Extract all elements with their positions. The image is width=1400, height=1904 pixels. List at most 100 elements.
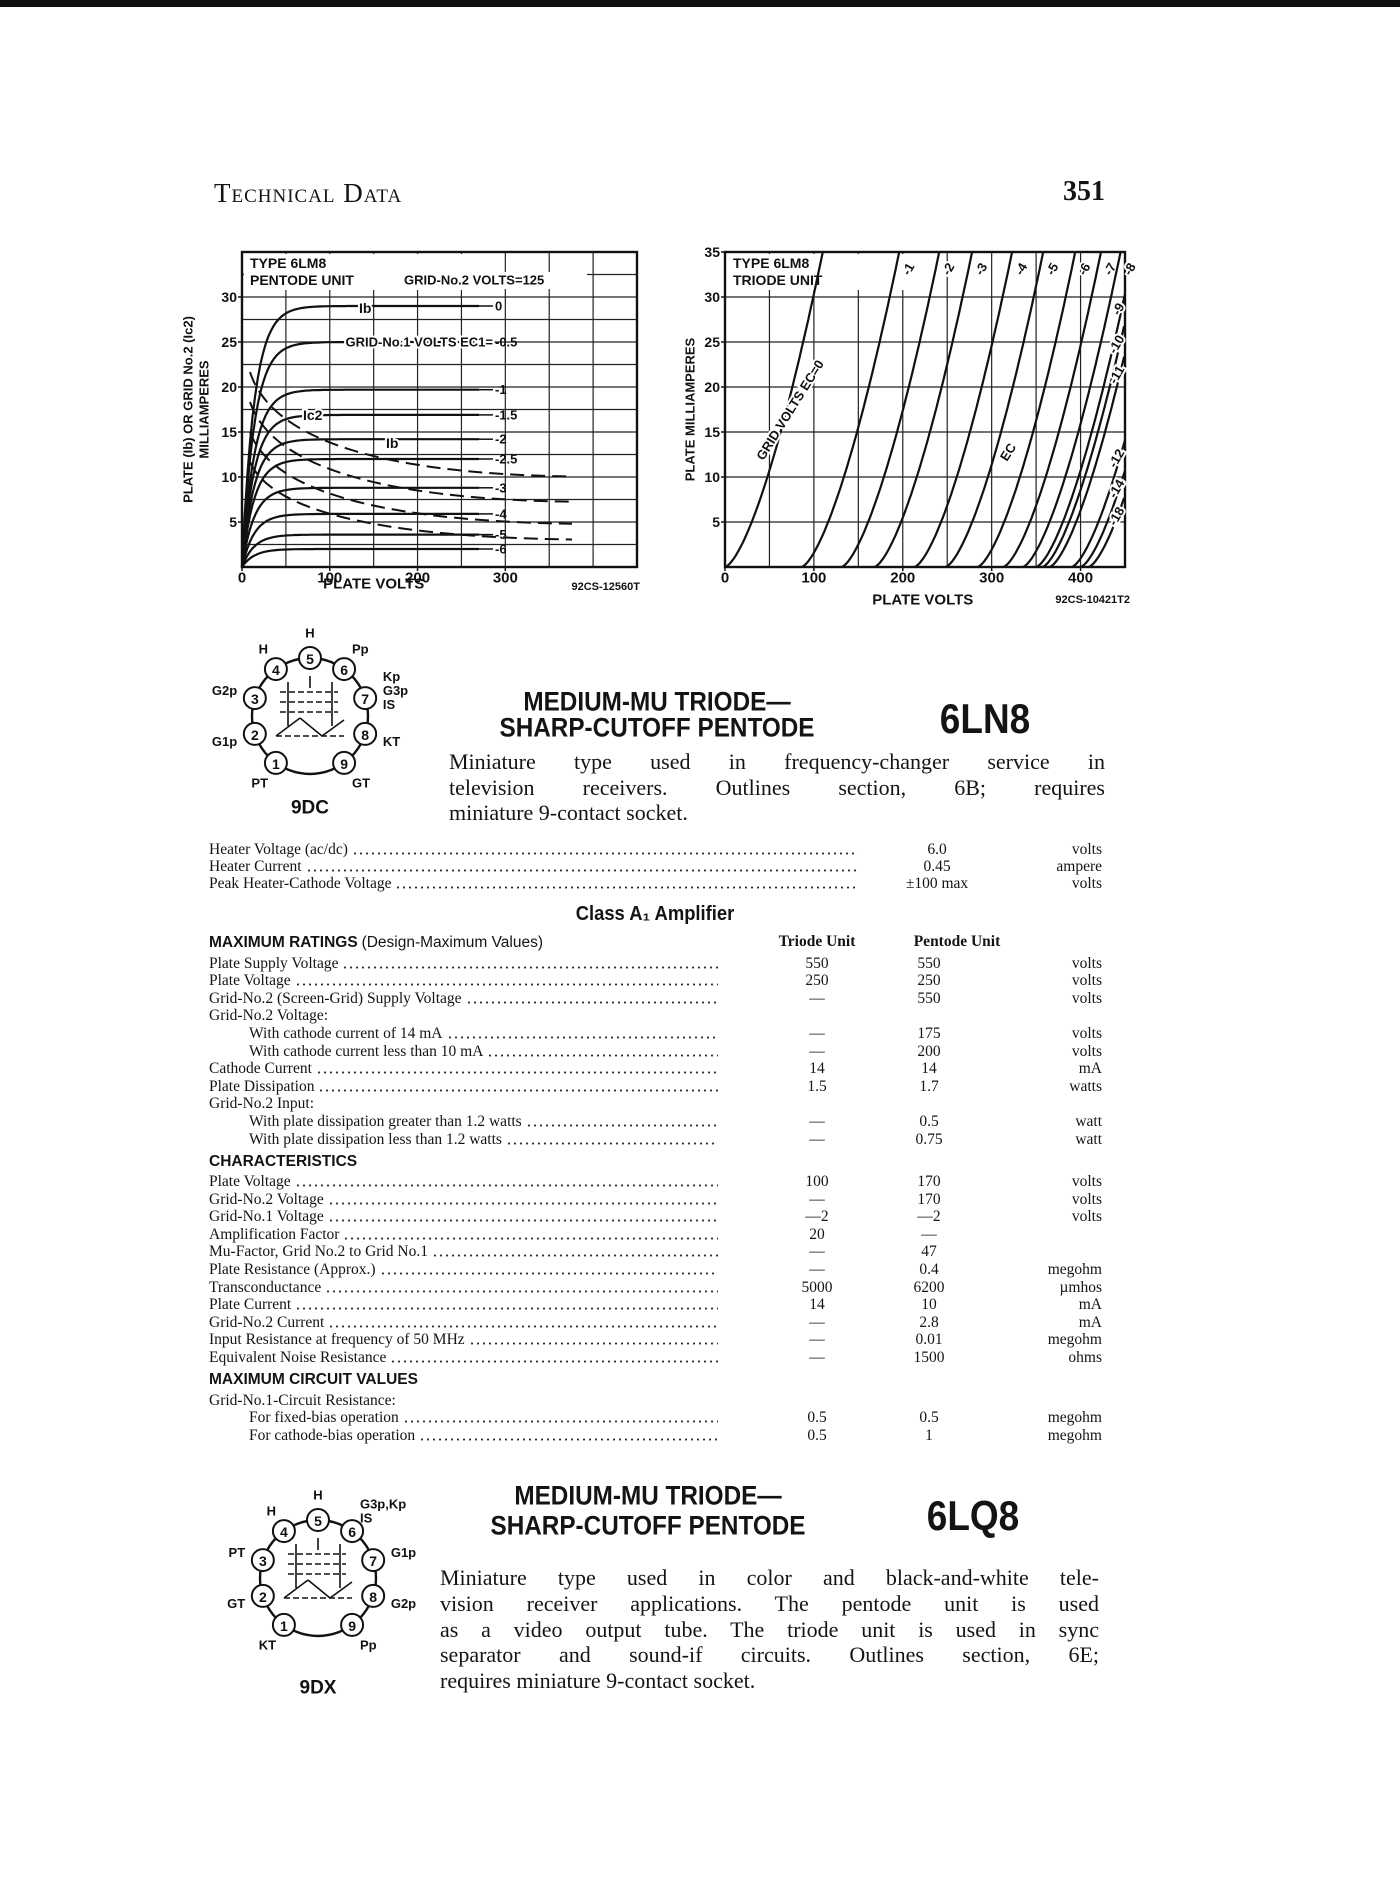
leader bbox=[402, 1420, 718, 1424]
leader bbox=[351, 852, 858, 855]
leader bbox=[468, 1342, 718, 1346]
triode-value: 0.5 bbox=[807, 1426, 827, 1444]
unit: volts bbox=[1071, 841, 1102, 858]
unit: volts bbox=[1071, 1173, 1102, 1190]
spec-row: For fixed-bias operation bbox=[249, 1408, 722, 1428]
x-axis-label: PLATE VOLTS bbox=[872, 592, 973, 609]
leader bbox=[325, 1289, 718, 1293]
group-heading: MAXIMUM CIRCUIT VALUES bbox=[209, 1370, 418, 1390]
pentode-value: —2 bbox=[917, 1208, 941, 1226]
spec-row: Grid-No.2 Current bbox=[209, 1313, 722, 1333]
spec-label: Transconductance bbox=[209, 1278, 322, 1296]
heading-note: (Design-Maximum Values) bbox=[361, 934, 544, 951]
triode-value: — bbox=[809, 1130, 825, 1148]
pentode-value: 0.4 bbox=[919, 1261, 939, 1278]
heading-text: MAXIMUM RATINGS bbox=[209, 934, 358, 951]
x-tick-label: 100 bbox=[801, 570, 826, 587]
spec-row: Mu-Factor, Grid No.2 to Grid No.1 bbox=[209, 1242, 722, 1262]
description-line: Miniature type used in color and black-a… bbox=[440, 1565, 1099, 1590]
leader bbox=[294, 1184, 718, 1187]
pentode-value: 550 bbox=[917, 954, 941, 972]
plate-curve bbox=[1080, 470, 1127, 569]
pentode-value: 170 bbox=[917, 1190, 941, 1208]
pin-number: 6 bbox=[348, 1524, 356, 1540]
y-tick-label: 15 bbox=[221, 424, 237, 440]
unit: mA bbox=[1078, 1313, 1102, 1331]
graph-title: PENTODE UNIT bbox=[250, 272, 354, 288]
spec-label: Grid-No.2 Voltage: bbox=[209, 1007, 329, 1025]
leader bbox=[446, 1035, 718, 1039]
plate-curve bbox=[241, 547, 479, 568]
graph-note: GRID-No.2 VOLTS=125 bbox=[404, 273, 544, 288]
plot-frame bbox=[723, 250, 1127, 569]
leader bbox=[431, 1254, 718, 1258]
pin-label: G3p bbox=[383, 683, 408, 698]
pin bbox=[332, 657, 357, 682]
unit: ampere bbox=[1056, 858, 1102, 875]
screen-curve bbox=[249, 431, 573, 525]
pin-number: 8 bbox=[369, 1589, 377, 1605]
spec-label: Grid-No.1-Circuit Resistance: bbox=[209, 1391, 396, 1409]
spec-row: For cathode-bias operation bbox=[249, 1426, 722, 1446]
y-tick-label: 10 bbox=[221, 469, 237, 485]
unit: mA bbox=[1078, 1060, 1102, 1078]
spec-label: Peak Heater-Cathode Voltage bbox=[209, 875, 392, 892]
pin-label: GT bbox=[352, 776, 370, 791]
y-tick-label: 30 bbox=[704, 289, 720, 305]
pin bbox=[340, 1612, 365, 1637]
spec-label: Plate Supply Voltage bbox=[209, 954, 339, 972]
curve-label: -0.5 bbox=[495, 335, 517, 350]
heater-row: Heater Current bbox=[209, 857, 862, 877]
group-heading: CHARACTERISTICS bbox=[209, 1152, 357, 1172]
screen-curve bbox=[249, 401, 573, 503]
spec-label: Heater Voltage (ac/dc) bbox=[209, 841, 348, 858]
pin bbox=[306, 1508, 330, 1532]
plot-frame bbox=[240, 250, 639, 569]
spec-label: Cathode Current bbox=[209, 1060, 312, 1078]
spec-row: Grid-No.2 Input: bbox=[209, 1094, 722, 1114]
plate-curve bbox=[1071, 439, 1127, 569]
triode-value: —2 bbox=[805, 1208, 829, 1226]
pin-label: PT bbox=[229, 1545, 246, 1560]
heading-text: MAXIMUM CIRCUIT VALUES bbox=[209, 1371, 418, 1388]
x-tick-label: 200 bbox=[890, 570, 915, 587]
triode-value: 100 bbox=[805, 1173, 829, 1190]
pin bbox=[263, 750, 288, 775]
pin-number: 2 bbox=[259, 1589, 267, 1605]
spec-label: Plate Voltage bbox=[209, 1173, 291, 1190]
unit: volts bbox=[1071, 875, 1102, 892]
triode-value: 20 bbox=[809, 1225, 825, 1243]
leader bbox=[318, 1088, 718, 1092]
note-box bbox=[392, 272, 587, 289]
description-line: vision receiver applications. The pentod… bbox=[440, 1590, 1099, 1616]
pin-number: 5 bbox=[314, 1513, 322, 1529]
plate-curve bbox=[240, 512, 479, 568]
pin bbox=[353, 721, 378, 746]
y-tick-label: 35 bbox=[704, 244, 720, 260]
y-tick-label: 25 bbox=[221, 334, 237, 350]
description-line: requires miniature 9-contact socket. bbox=[440, 1668, 756, 1694]
unit: volts bbox=[1071, 1042, 1102, 1060]
y-tick-label: 25 bbox=[704, 334, 720, 350]
spec-row: Amplification Factor bbox=[209, 1225, 722, 1245]
triode-value: 1.5 bbox=[807, 1077, 827, 1095]
tube-title: SHARP-CUTOFF PENTODE bbox=[490, 1510, 806, 1541]
pin bbox=[298, 646, 322, 670]
spec-row: Cathode Current bbox=[209, 1059, 722, 1079]
y-tick-label: 5 bbox=[712, 514, 720, 530]
spec-label: Plate Current bbox=[209, 1296, 292, 1314]
unit: watt bbox=[1075, 1130, 1102, 1148]
pin bbox=[353, 686, 378, 711]
triode-value: 0.5 bbox=[807, 1409, 827, 1427]
pin-number: 9 bbox=[348, 1618, 356, 1634]
pin-number: 1 bbox=[280, 1618, 288, 1634]
triode-value: — bbox=[809, 1261, 825, 1278]
heater-row: Heater Voltage (ac/dc) bbox=[209, 840, 862, 860]
pentode-value: 250 bbox=[917, 972, 941, 990]
curve-label: -8 bbox=[1120, 260, 1139, 278]
pin-label: G1p bbox=[212, 734, 237, 749]
spec-label: Input Resistance at frequency of 50 MHz bbox=[209, 1331, 465, 1349]
pin bbox=[263, 657, 288, 682]
spec-label: Grid-No.1 Voltage bbox=[209, 1208, 324, 1226]
